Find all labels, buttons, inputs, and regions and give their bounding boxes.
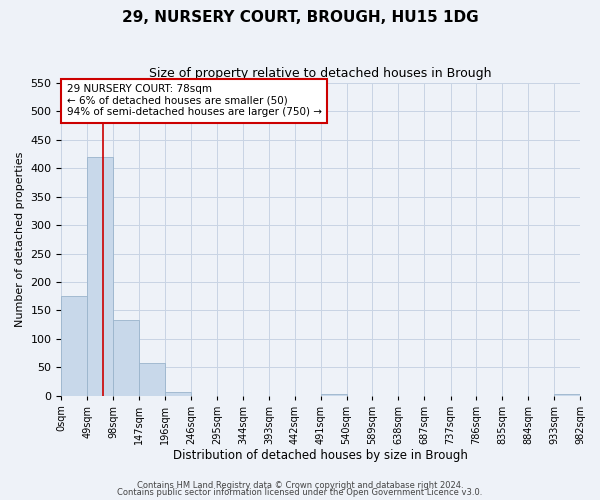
Bar bbox=[554, 394, 580, 396]
Bar bbox=[87, 157, 113, 396]
Title: Size of property relative to detached houses in Brough: Size of property relative to detached ho… bbox=[149, 68, 492, 80]
Bar bbox=[139, 362, 165, 396]
Bar bbox=[321, 394, 347, 396]
Text: 29 NURSERY COURT: 78sqm
← 6% of detached houses are smaller (50)
94% of semi-det: 29 NURSERY COURT: 78sqm ← 6% of detached… bbox=[67, 84, 322, 117]
Y-axis label: Number of detached properties: Number of detached properties bbox=[15, 152, 25, 327]
Bar bbox=[113, 320, 139, 396]
Text: Contains public sector information licensed under the Open Government Licence v3: Contains public sector information licen… bbox=[118, 488, 482, 497]
X-axis label: Distribution of detached houses by size in Brough: Distribution of detached houses by size … bbox=[173, 450, 468, 462]
Text: Contains HM Land Registry data © Crown copyright and database right 2024.: Contains HM Land Registry data © Crown c… bbox=[137, 480, 463, 490]
Text: 29, NURSERY COURT, BROUGH, HU15 1DG: 29, NURSERY COURT, BROUGH, HU15 1DG bbox=[122, 10, 478, 25]
Bar bbox=[61, 296, 87, 396]
Bar bbox=[165, 392, 191, 396]
